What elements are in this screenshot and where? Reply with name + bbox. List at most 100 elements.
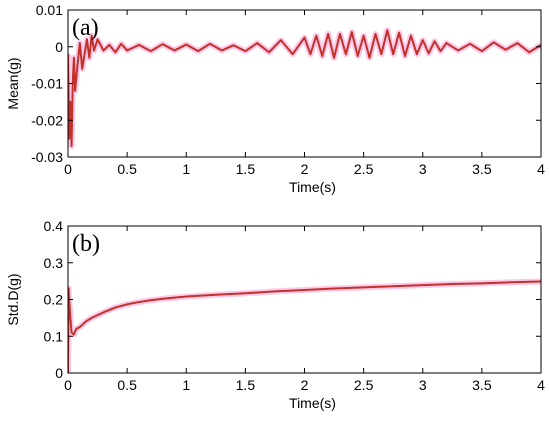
data-point (410, 34, 412, 37)
data-point (79, 42, 81, 44)
data-point (510, 281, 513, 284)
data-point (392, 285, 394, 288)
data-point (209, 43, 211, 45)
x-tick-label: 1 (182, 161, 190, 177)
data-point (421, 284, 424, 286)
y-tick-label: 0.3 (44, 255, 64, 271)
series-line (68, 29, 541, 147)
y-tick-label: 0 (55, 365, 63, 381)
panel-b: 0 0.5 1 1.5 2 2.5 3 3.5 4 0 0.1 0.2 0.3 0.4 (b) Time… (5, 218, 545, 411)
data-point (457, 49, 460, 52)
data-point (185, 295, 188, 298)
data-point (83, 53, 86, 55)
y-tick-label: -0.03 (31, 149, 63, 165)
data-point (433, 40, 436, 43)
data-point (138, 301, 140, 303)
data-point (96, 38, 99, 41)
data-point (291, 53, 294, 55)
x-tick-label: 2 (301, 161, 309, 177)
data-point (126, 49, 128, 52)
panel-a-label: (a) (72, 15, 99, 41)
x-tick-label: 4 (537, 377, 545, 393)
x-tick-label: 0 (64, 161, 72, 177)
data-point (339, 33, 341, 35)
data-point (76, 64, 79, 66)
data-point (256, 42, 259, 44)
x-tick-label: 2 (301, 377, 309, 393)
data-point (69, 317, 72, 319)
data-point (75, 328, 78, 330)
data-point (274, 290, 276, 293)
data-point (244, 292, 247, 295)
data-point (173, 49, 176, 52)
data-point (74, 90, 76, 92)
data-point (197, 50, 199, 52)
x-tick-label: 4 (537, 161, 545, 177)
data-point (108, 44, 111, 46)
x-tick-label: 2.5 (354, 377, 374, 393)
data-point (528, 51, 530, 54)
data-point (451, 283, 454, 285)
data-point (380, 53, 383, 55)
panel-b-y-ticks: 0 0.1 0.2 0.3 0.4 (44, 218, 541, 381)
x-tick-label: 3 (419, 161, 427, 177)
data-point (70, 331, 73, 334)
data-point (321, 55, 324, 57)
data-point (161, 297, 164, 300)
data-point (68, 137, 70, 140)
panel-a-x-axis-label: Time(s) (289, 179, 336, 195)
data-point (351, 31, 353, 33)
data-point (232, 44, 235, 47)
y-tick-label: -0.01 (31, 76, 63, 92)
data-point (362, 286, 365, 289)
data-point (120, 43, 123, 45)
data-point (149, 50, 152, 52)
data-point (81, 68, 83, 70)
data-point (374, 33, 377, 35)
panel-b-x-axis-label: Time(s) (289, 395, 336, 411)
panel-a-y-axis-label: Mean(g) (5, 57, 21, 109)
data-point (362, 34, 365, 37)
data-point (114, 306, 117, 309)
y-tick-label: 0 (55, 39, 63, 55)
y-tick-label: 0.1 (44, 328, 64, 344)
data-point (244, 50, 247, 52)
data-point (73, 56, 75, 59)
data-point (73, 333, 75, 336)
data-point (421, 39, 424, 41)
data-point (481, 282, 483, 285)
data-point (102, 311, 105, 314)
data-point (215, 293, 217, 296)
y-tick-label: 0.01 (36, 2, 63, 18)
data-point (268, 51, 270, 54)
x-tick-label: 0.5 (117, 161, 137, 177)
x-tick-label: 3 (419, 377, 427, 393)
panel-a-y-ticks: -0.03 -0.02 -0.01 0 0.01 (31, 2, 541, 165)
x-tick-label: 1 (182, 377, 190, 393)
x-tick-label: 3.5 (472, 161, 492, 177)
data-point (404, 55, 406, 57)
data-point (469, 43, 471, 45)
data-point (333, 287, 335, 290)
data-point (84, 320, 87, 323)
data-point (345, 53, 347, 55)
panel-b-y-axis-label: Std.D(g) (5, 273, 21, 325)
data-point (90, 34, 93, 37)
data-point (161, 43, 164, 45)
data-point (398, 31, 400, 34)
x-tick-label: 1.5 (236, 377, 256, 393)
panel-a-x-ticks: 0 0.5 1 1.5 2 2.5 3 3.5 4 (64, 10, 545, 177)
data-point (481, 50, 483, 52)
data-point (439, 50, 442, 52)
data-point (416, 53, 418, 55)
data-point (102, 49, 105, 52)
data-point (427, 52, 430, 55)
x-tick-label: 0 (64, 377, 72, 393)
x-tick-label: 0.5 (117, 377, 137, 393)
data-point (126, 303, 128, 306)
data-point (114, 51, 117, 54)
y-tick-label: -0.02 (31, 112, 63, 128)
panel-a-lines (68, 29, 541, 147)
data-point (185, 43, 188, 46)
